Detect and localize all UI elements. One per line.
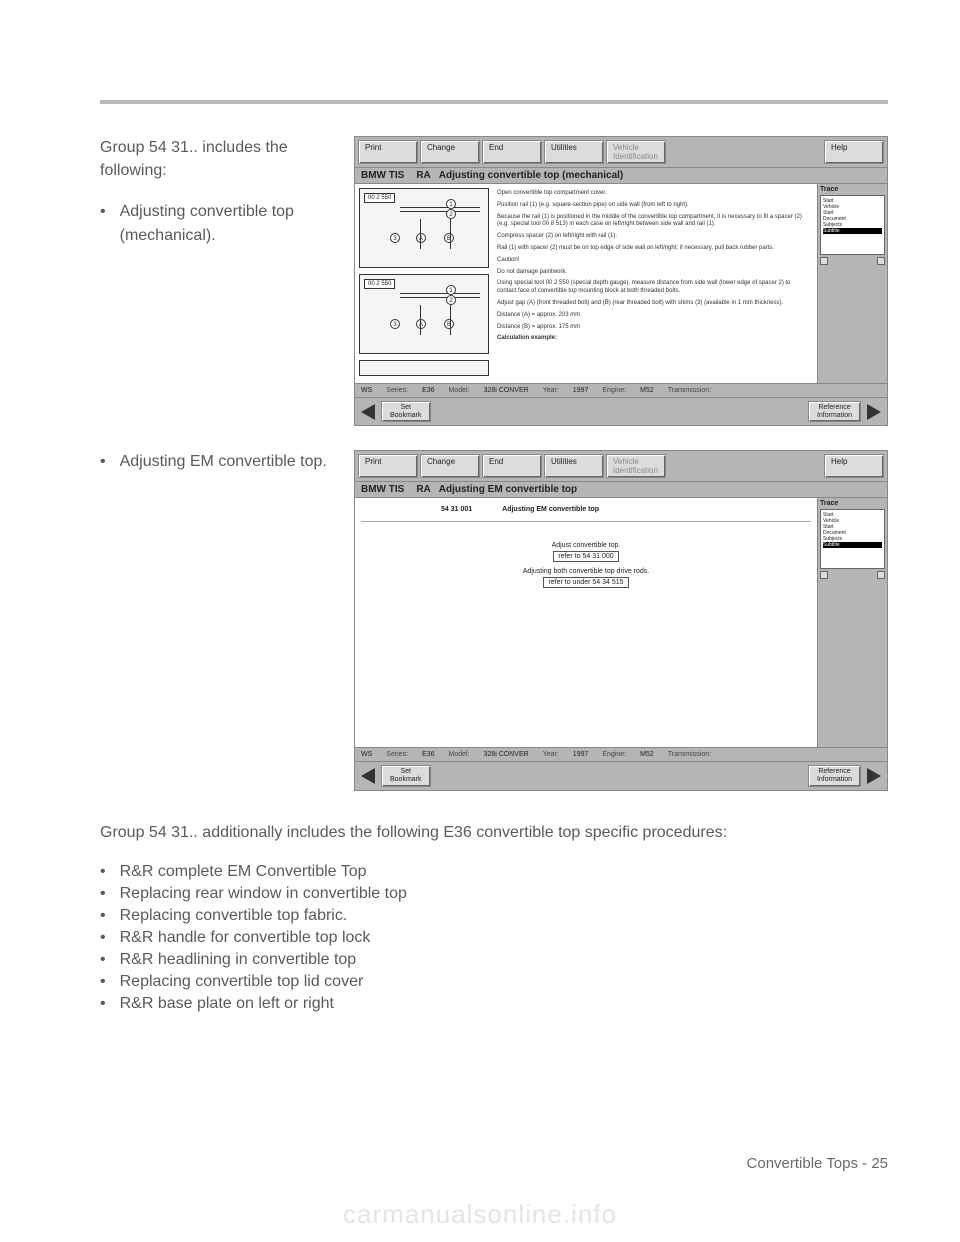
page-footer: Convertible Tops - 25 <box>747 1155 888 1172</box>
print-button[interactable]: Print <box>358 454 418 478</box>
next-arrow-icon[interactable] <box>867 404 881 420</box>
vehicle-id-button[interactable]: Vehicle Identification <box>606 140 666 164</box>
list-item: R&R headlining in convertible top <box>100 951 888 969</box>
tis-title-bar: BMW TIS RA Adjusting EM convertible top <box>355 481 887 498</box>
help-button[interactable]: Help <box>824 454 884 478</box>
intro-block-2: Adjusting EM convertible top. <box>100 450 330 790</box>
tis-bottom-bar: Set Bookmark Reference Information <box>355 762 887 789</box>
watermark: carmanualsonline.info <box>0 1199 960 1230</box>
procedures-list: R&R complete EM Convertible Top Replacin… <box>100 863 888 1013</box>
end-button[interactable]: End <box>482 140 542 164</box>
trace-panel: Trace Start Vehicle Start Document Subje… <box>817 184 887 383</box>
bookmark-button[interactable]: Set Bookmark <box>381 765 431 786</box>
list-item: R&R base plate on left or right <box>100 995 888 1013</box>
change-button[interactable]: Change <box>420 454 480 478</box>
diagram-figure: 00 2 550 1 2 3 A B <box>359 274 489 354</box>
utilities-button[interactable]: Utilities <box>544 454 604 478</box>
tis-toolbar: Print Change End Utilities Vehicle Ident… <box>355 451 887 481</box>
bookmark-button[interactable]: Set Bookmark <box>381 401 431 422</box>
list-item: R&R handle for convertible top lock <box>100 929 888 947</box>
tis-em-content: 54 31 001 Adjusting EM convertible top A… <box>355 498 817 747</box>
tis-figures: 00 2 550 1 2 3 A B <box>359 188 489 379</box>
list-item: Adjusting convertible top (mechanical). <box>100 200 330 246</box>
end-button[interactable]: End <box>482 454 542 478</box>
trace-list[interactable]: Start Vehicle Start Document Subjects Su… <box>820 195 885 255</box>
tis-instruction-text: Open convertible top compartment cover. … <box>489 188 813 379</box>
prev-arrow-icon[interactable] <box>361 404 375 420</box>
reference-button[interactable]: Reference Information <box>808 765 861 786</box>
list-item: R&R complete EM Convertible Top <box>100 863 888 881</box>
tis-info-bar: WS Series:E36 Model:328i CONVER Year:199… <box>355 384 887 398</box>
list-item: Replacing convertible top lid cover <box>100 973 888 991</box>
reference-link[interactable]: refer to under 54 34 515 <box>543 577 628 588</box>
intro-block: Group 54 31.. includes the following: Ad… <box>100 136 330 426</box>
diagram-figure <box>359 360 489 376</box>
help-button[interactable]: Help <box>824 140 884 164</box>
utilities-button[interactable]: Utilities <box>544 140 604 164</box>
reference-button[interactable]: Reference Information <box>808 401 861 422</box>
tis-window-mechanical: Print Change End Utilities Vehicle Ident… <box>354 136 888 426</box>
list-item: Replacing rear window in convertible top <box>100 885 888 903</box>
tis-info-bar: WS Series:E36 Model:328i CONVER Year:199… <box>355 748 887 762</box>
trace-list[interactable]: Start Vehicle Start Document Subjects Su… <box>820 509 885 569</box>
top-rule <box>100 100 888 104</box>
body-text-2: Group 54 31.. additionally includes the … <box>100 821 888 845</box>
tis-toolbar: Print Change End Utilities Vehicle Ident… <box>355 137 887 167</box>
tis-title-bar: BMW TIS RA Adjusting convertible top (me… <box>355 167 887 184</box>
next-arrow-icon[interactable] <box>867 768 881 784</box>
reference-link[interactable]: refer to 54 31 000 <box>553 551 618 562</box>
list-item: Replacing convertible top fabric. <box>100 907 888 925</box>
change-button[interactable]: Change <box>420 140 480 164</box>
trace-panel: Trace Start Vehicle Start Document Subje… <box>817 498 887 747</box>
tis-window-em: Print Change End Utilities Vehicle Ident… <box>354 450 888 790</box>
tis-bottom-bar: Set Bookmark Reference Information <box>355 398 887 425</box>
diagram-figure: 00 2 550 1 2 3 A B <box>359 188 489 268</box>
list-item: Adjusting EM convertible top. <box>100 450 330 473</box>
prev-arrow-icon[interactable] <box>361 768 375 784</box>
print-button[interactable]: Print <box>358 140 418 164</box>
intro-text: Group 54 31.. includes the following: <box>100 136 330 182</box>
vehicle-id-button[interactable]: Vehicle Identification <box>606 454 666 478</box>
